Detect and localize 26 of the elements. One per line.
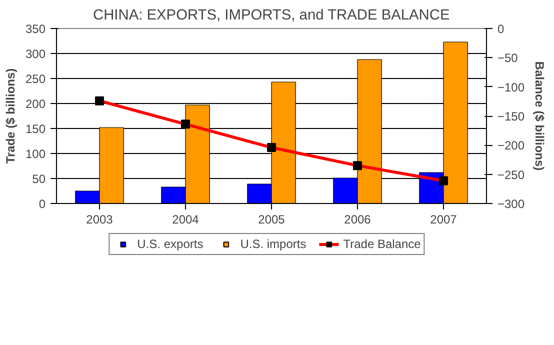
y-axis-title: Trade ($ billions) xyxy=(3,68,18,164)
y2-tick-label: −250 xyxy=(498,168,525,182)
chart-title: CHINA: EXPORTS, IMPORTS, and TRADE BALANCE xyxy=(93,8,450,24)
y2-tick-label: −100 xyxy=(498,80,525,94)
legend-label: Trade Balance xyxy=(343,237,421,251)
y-tick-label: 200 xyxy=(25,97,46,111)
y-tick-label: 250 xyxy=(25,72,46,86)
x-tick-label: 2003 xyxy=(86,212,114,226)
y2-tick-label: −150 xyxy=(498,110,525,124)
y-tick-label: 150 xyxy=(25,122,46,136)
legend-label: U.S. exports xyxy=(137,237,204,251)
y2-axis-title: Balance ($ billions) xyxy=(532,61,547,171)
x-tick-label: 2007 xyxy=(430,212,458,226)
x-tick-label: 2006 xyxy=(344,212,372,226)
legend-label: U.S. imports xyxy=(240,237,306,251)
x-tick-label: 2005 xyxy=(258,212,286,226)
y-tick-label: 0 xyxy=(38,197,46,211)
x-tick-label: 2004 xyxy=(172,212,200,226)
y2-tick-label: −300 xyxy=(498,197,525,211)
y-tick-label: 350 xyxy=(25,22,46,36)
y-tick-label: 300 xyxy=(25,47,46,61)
y-tick-label: 50 xyxy=(32,172,46,186)
y-tick-label: 100 xyxy=(25,147,46,161)
y2-tick-label: 0 xyxy=(498,22,504,36)
y2-tick-label: −200 xyxy=(498,138,525,153)
y2-tick-label: −50 xyxy=(498,51,518,66)
